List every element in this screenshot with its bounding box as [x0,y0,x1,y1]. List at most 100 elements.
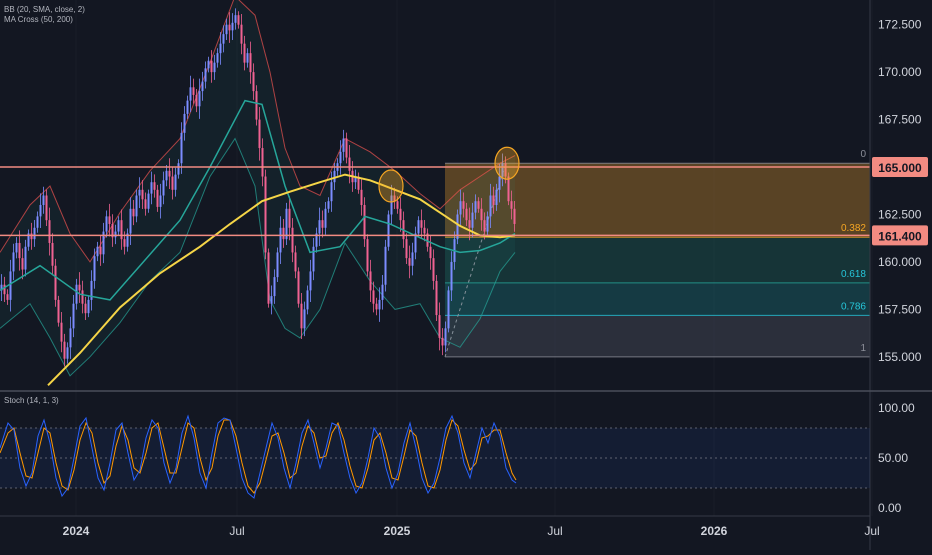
price-tag[interactable] [872,225,928,246]
price-tag[interactable] [872,157,928,178]
candle-body [264,176,267,253]
time-tick-label: 2026 [701,524,728,538]
candle-body [138,189,141,196]
candle-body [99,246,102,255]
candle-body [384,246,387,285]
ma-indicator-label[interactable]: MA Cross (50, 200) [4,15,73,24]
candle-body [168,170,171,177]
highlight-circle[interactable] [494,146,520,180]
candle-body [147,193,150,209]
stochastic-axis[interactable]: 0.00 50.00 100.00 [878,401,915,515]
candle-body [96,246,99,257]
candle-body [408,258,411,266]
candle-body [186,100,189,114]
candle-body [474,201,477,213]
candle-body [189,87,192,101]
highlight-circle[interactable] [378,169,404,203]
candle-body [123,239,126,247]
candle-body [237,15,240,25]
candle-body [477,201,480,209]
candle-body [510,201,513,209]
candle-body [504,163,507,177]
candle-body [465,208,468,221]
candle-body [294,252,297,272]
candle-body [63,341,66,359]
candle-body [114,231,117,238]
candle-body [0,284,3,291]
candle-body [315,233,318,247]
candle-body [48,220,51,243]
candle-body [348,157,351,171]
candle-body [174,174,177,190]
candle-body [327,201,330,209]
fib-zone-1 [445,237,870,283]
candle-body [177,163,180,175]
candle-body [339,151,342,164]
stochastic-pane[interactable] [0,414,870,499]
candle-body [399,208,402,221]
candle-body [51,242,54,266]
candle-body [102,231,105,255]
candle-body [117,220,120,232]
stoch-k-line [0,414,517,499]
fib-level-label: 0.382 [841,223,866,234]
horizontal-levels[interactable]: 165.000 161.400 [0,157,928,246]
candle-body [513,208,516,224]
candle-body [135,195,138,217]
candle-body [36,216,39,228]
time-tick-label: 2024 [63,524,90,538]
candle-body [72,303,75,329]
candle-body [120,220,123,240]
candle-body [246,53,249,63]
candle-body [24,246,27,270]
candle-body [90,280,93,300]
candle-body [291,227,294,253]
price-axis[interactable]: 155.000 157.500 160.000 162.500 167.500 170.0… [878,18,922,364]
candle-body [390,195,393,215]
candle-body [201,81,204,92]
candle-body [198,91,201,107]
fib-level-label: 0 [860,149,866,160]
candle-body [204,68,207,82]
candle-body [192,87,195,95]
candle-body [3,284,6,295]
candle-body [150,182,153,194]
candle-body [57,299,60,323]
stoch-indicator-label[interactable]: Stoch (14, 1, 3) [4,396,59,405]
candle-body [153,182,156,190]
candle-body [372,290,375,304]
candle-body [261,148,264,177]
candle-body [240,24,243,44]
candle-body [345,138,348,158]
candle-body [126,233,129,247]
price-tag-label: 161.400 [878,229,922,243]
ma200-line [47,173,516,387]
candle-body [39,204,42,217]
candle-body [111,223,114,238]
candle-body [462,201,465,209]
candle-body [54,265,57,300]
candle-body [303,309,306,329]
candle-body [273,277,276,297]
highlight-circles[interactable] [378,146,520,203]
bb-indicator-label[interactable]: BB (20, SMA, close, 2) [4,5,85,14]
candle-body [81,290,84,304]
candle-body [342,138,345,152]
candle-body [249,53,252,73]
candle-body [183,113,186,133]
candle-body [306,290,309,310]
candle-body [156,189,159,207]
price-tick-label: 167.500 [878,113,922,127]
price-tick-label: 172.500 [878,18,922,32]
candle-body [267,252,270,304]
candle-body [216,53,219,63]
candle-body [231,22,234,31]
candle-body [366,239,369,272]
stoch-tick-label: 0.00 [878,501,902,515]
candle-body [456,214,459,240]
candle-body [405,239,408,259]
fibonacci-retracement[interactable]: 0 0.382 0.618 0.786 1 [444,149,870,358]
time-axis[interactable]: 2024 Jul 2025 Jul 2026 Jul [63,524,880,538]
candle-body [420,220,423,228]
